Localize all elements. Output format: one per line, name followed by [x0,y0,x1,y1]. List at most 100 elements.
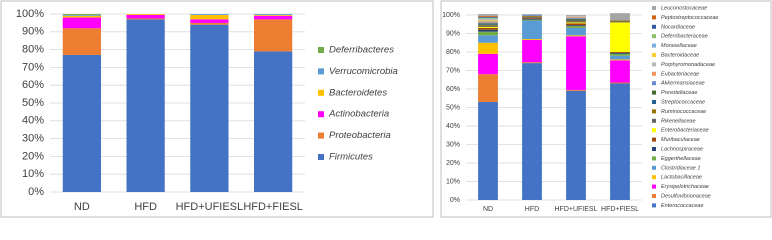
y-tick-label: 80% [446,49,460,56]
bar-segment [522,20,542,40]
legend-label: Porphyromonadaceae [661,62,715,68]
bar-segment [254,14,293,16]
bar-segment [522,62,542,64]
bar-segment [478,15,498,17]
bar-segment [566,36,586,90]
x-tick-label: ND [74,201,90,213]
y-tick-label: 0% [28,186,44,198]
legend-swatch [652,53,656,57]
legend-label: Erysipelotrichaceae [661,184,709,190]
legend-label: Eubacteriaceae [661,71,699,77]
legend-swatch [318,47,324,53]
bar-segment [190,19,229,23]
bar-segment [566,89,586,91]
bar-segment [478,27,498,28]
bar-segment [254,51,293,192]
legend-label: Verrucomicrobia [329,66,398,77]
legend-swatch [318,68,324,75]
bar-segment [478,20,498,22]
bar-segment [478,16,498,18]
y-tick-label: 70% [22,61,44,73]
y-tick-label: 50% [22,97,44,109]
bar-segment [566,19,586,21]
bar-segment [610,20,630,22]
x-tick-label: HFD+UFIESL [555,206,598,213]
legend-swatch [652,194,656,198]
legend-swatch [318,132,324,139]
y-tick-label: 40% [22,115,44,127]
y-tick-label: 90% [446,30,460,37]
legend-label: Eggerthellaceae [661,156,701,162]
legend-label: Moraxellaceae [661,43,697,49]
bar-segment [610,22,630,52]
legend-swatch [652,128,656,133]
legend-swatch [652,90,656,95]
legend-swatch [652,147,656,151]
bar-segment [522,39,542,40]
bar-segment [190,22,229,25]
legend-label: Desulfovibrionaceae [661,193,711,199]
legend-label: Lactobacillaceae [661,175,702,181]
bar-segment [522,39,542,63]
legend-label: Deferribacteraceae [661,34,708,40]
x-tick-label: HFD+FIESL [601,206,639,213]
legend-swatch [652,6,656,10]
y-tick-label: 50% [446,104,460,111]
bar-segment [610,52,630,53]
legend-swatch [652,71,656,76]
legend-label: Rikenellaceae [661,118,696,124]
bar-segment [478,23,498,25]
bar-segment [522,14,542,15]
legend-swatch [652,24,656,29]
legend-label: Actinobacteria [328,109,389,120]
bar-segment [522,16,542,18]
bar-segment [478,14,498,16]
y-tick-label: 90% [22,26,44,38]
bar-segment [190,14,229,20]
bar-segment [566,15,586,16]
y-tick-label: 60% [22,79,44,91]
legend-label: Clostridiaceae 1 [661,165,700,171]
bar-segment [478,24,498,26]
bar-segment [522,15,542,17]
bar-segment [566,25,586,27]
y-tick-label: 40% [446,123,460,130]
legend-swatch [318,89,324,96]
legend-swatch [652,34,656,39]
bar-segment [522,18,542,20]
bar-segment [62,17,101,29]
bar-segment [566,21,586,23]
x-tick-label: HFD+UFIESL [176,201,244,213]
y-tick-label: 60% [446,86,460,93]
legend-swatch [652,165,656,170]
y-tick-label: 100% [442,12,460,19]
x-tick-label: HFD+FIESL [243,201,303,213]
bar-segment [610,83,630,200]
bar-segment [522,17,542,19]
bar-segment [478,18,498,20]
bar-segment [566,90,586,200]
bar-segment [478,22,498,24]
bar-segment [566,16,586,18]
bar-segment [190,24,229,193]
legend-swatch [652,15,656,20]
legend-label: Enterococcaceae [661,203,704,209]
bar-segment [478,27,498,30]
legend-swatch [652,175,656,180]
y-tick-label: 100% [16,8,44,20]
bar-segment [126,14,165,15]
bar-segment [610,60,630,83]
bar-segment [478,19,498,21]
y-tick-label: 70% [446,67,460,74]
bar-segment [254,14,293,15]
x-tick-label: ND [483,206,493,213]
bar-segment [610,21,630,23]
legend-label: Peptostreptococcaceae [661,15,718,21]
bar-segment [190,14,229,15]
legend-swatch [652,156,656,161]
bar-segment [610,59,630,61]
bar-segment [610,82,630,84]
bar-segment [254,15,293,20]
legend-label: Bacteroidaceae [661,52,699,58]
legend-swatch [652,43,656,48]
